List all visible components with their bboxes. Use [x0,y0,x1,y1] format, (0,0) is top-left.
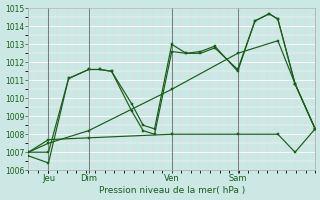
X-axis label: Pression niveau de la mer( hPa ): Pression niveau de la mer( hPa ) [99,186,245,195]
